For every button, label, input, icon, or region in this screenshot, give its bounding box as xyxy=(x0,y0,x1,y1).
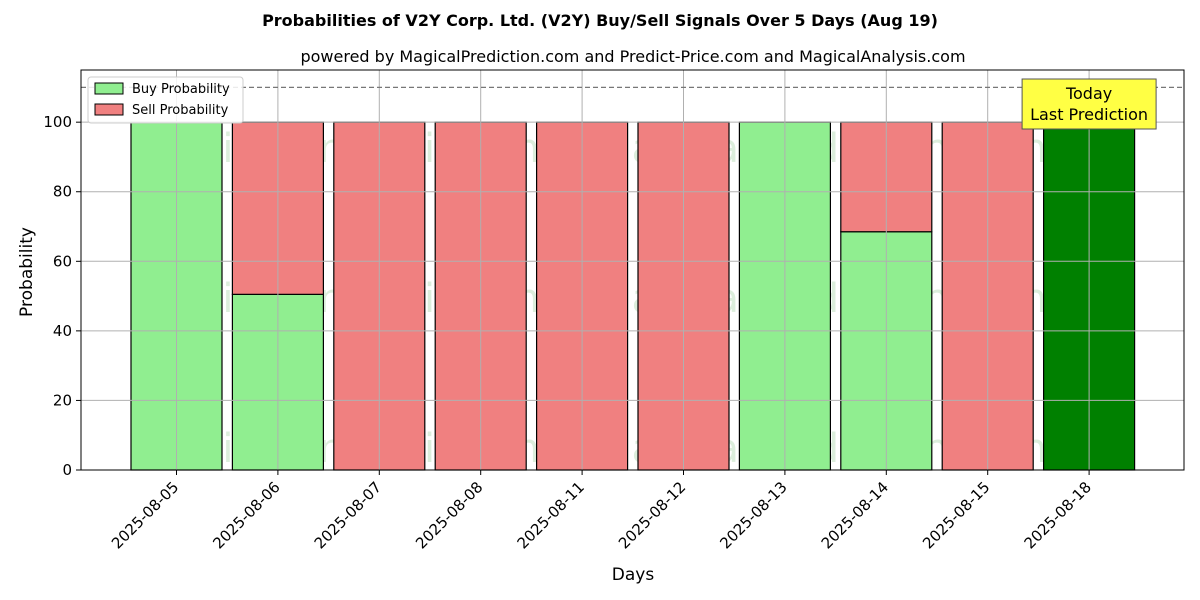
x-tick-label: 2025-08-06 xyxy=(209,478,283,552)
y-tick-label: 100 xyxy=(43,113,72,131)
today-annotation: Today Last Prediction xyxy=(1021,78,1157,130)
last-prediction-label: Last Prediction xyxy=(1030,105,1148,124)
plot-area: MagicalAnalysis.comMagicalPrediction.com… xyxy=(43,69,1185,552)
today-box xyxy=(1021,78,1157,130)
x-tick-label: 2025-08-11 xyxy=(514,478,588,552)
legend-swatch xyxy=(94,103,124,116)
y-tick-label: 40 xyxy=(53,322,72,340)
legend-box xyxy=(87,76,244,124)
y-axis-label: Probability xyxy=(17,227,37,317)
x-tick-label: 2025-08-07 xyxy=(311,478,385,552)
plot-frame xyxy=(80,69,1185,471)
x-tick-label: 2025-08-13 xyxy=(716,478,790,552)
chart-subtitle: powered by MagicalPrediction.com and Pre… xyxy=(300,47,965,66)
legend-label: Sell Probability xyxy=(132,103,229,118)
legend-label: Buy Probability xyxy=(132,82,230,97)
today-label: Today xyxy=(1065,84,1112,103)
x-tick-label: 2025-08-15 xyxy=(919,478,993,552)
x-tick-label: 2025-08-08 xyxy=(412,478,486,552)
x-axis-label: Days xyxy=(612,565,655,585)
y-tick-label: 60 xyxy=(53,252,72,270)
y-tick-label: 20 xyxy=(53,391,72,409)
x-tick-label: 2025-08-14 xyxy=(818,478,892,552)
legend: Buy Probability Sell Probability xyxy=(87,76,244,124)
x-tick-label: 2025-08-18 xyxy=(1021,478,1095,552)
y-tick-label: 80 xyxy=(53,183,72,201)
legend-swatch xyxy=(94,82,124,95)
y-tick-label: 0 xyxy=(62,461,72,479)
chart-title: Probabilities of V2Y Corp. Ltd. (V2Y) Bu… xyxy=(262,11,938,30)
x-tick-label: 2025-08-05 xyxy=(108,478,182,552)
x-tick-label: 2025-08-12 xyxy=(615,478,689,552)
